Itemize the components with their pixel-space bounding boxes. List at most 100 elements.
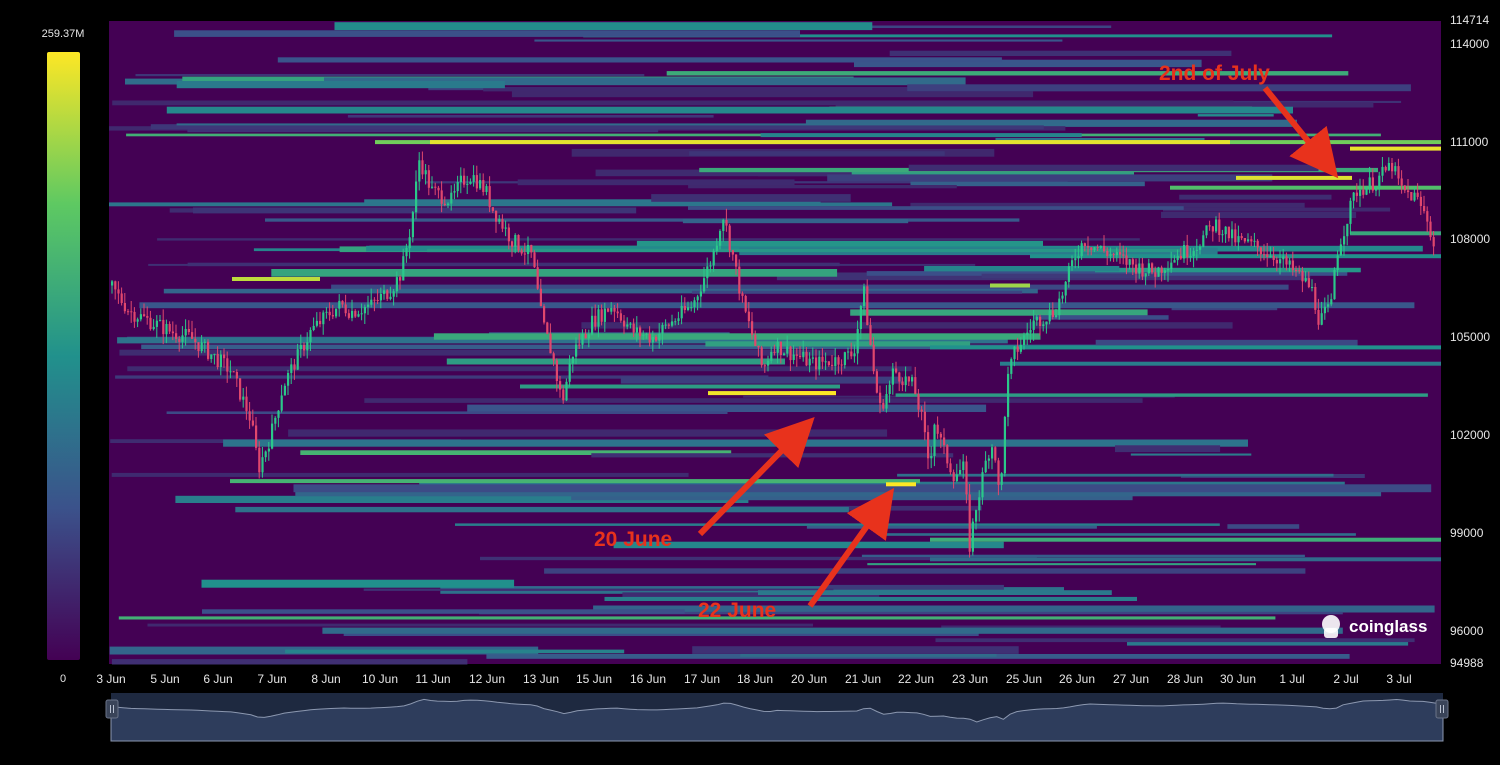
candle-body	[1039, 316, 1042, 326]
y-tick-label: 114714	[1450, 13, 1489, 27]
coinglass-logo: coinglass	[1322, 615, 1427, 638]
y-tick-label: 108000	[1450, 232, 1490, 246]
heatmap-band	[467, 404, 987, 412]
candle-body	[1218, 219, 1221, 235]
candle-body	[920, 409, 923, 412]
candle-body	[856, 329, 859, 354]
candle-body	[843, 352, 846, 366]
candle-body	[229, 371, 232, 373]
x-tick-label: 3 Jun	[96, 672, 125, 686]
candle-body	[242, 396, 245, 400]
candle-body	[418, 160, 421, 182]
candle-body	[203, 341, 206, 343]
candle-body	[635, 327, 638, 333]
x-tick-label: 3 Jul	[1386, 672, 1411, 686]
candle-body	[773, 351, 776, 353]
candle-body	[571, 356, 574, 364]
candle-body	[1231, 229, 1234, 239]
candle-body	[488, 186, 491, 208]
candle-body	[1224, 226, 1227, 235]
candle-body	[984, 460, 987, 473]
candle-body	[853, 353, 856, 357]
x-tick-label: 27 Jun	[1113, 672, 1149, 686]
candle-body	[360, 313, 363, 315]
candle-body	[767, 360, 770, 366]
candle-body	[255, 425, 258, 448]
candle-body	[1122, 254, 1125, 256]
navigator-right-handle[interactable]	[1435, 699, 1449, 719]
candle-body	[200, 342, 203, 352]
x-tick-label: 2 Jul	[1333, 672, 1358, 686]
candle-body	[1189, 256, 1192, 258]
candle-body	[1090, 247, 1093, 250]
x-tick-label: 10 Jun	[362, 672, 398, 686]
candle-body	[968, 494, 971, 552]
x-tick-label: 13 Jun	[523, 672, 559, 686]
heatmap-band	[760, 133, 1082, 138]
candle-body	[703, 278, 706, 292]
navigator-left-handle[interactable]	[105, 699, 119, 719]
heatmap-band	[895, 393, 1428, 397]
color-scale-max-label: 259.37M	[42, 28, 85, 40]
heatmap-band	[851, 169, 1134, 176]
x-tick-label: 17 Jun	[684, 672, 720, 686]
y-tick-label: 102000	[1450, 428, 1490, 442]
heatmap-band	[930, 345, 1441, 350]
candle-body	[443, 203, 446, 205]
candle-body	[498, 219, 501, 222]
x-tick-label: 23 Jun	[952, 672, 988, 686]
heatmap-band	[119, 349, 836, 356]
candle-body	[789, 346, 792, 361]
candle-body	[533, 252, 536, 268]
heatmap-band	[230, 479, 920, 484]
y-tick-label: 111000	[1450, 135, 1489, 149]
heatmap-band	[806, 525, 1097, 529]
candle-body	[335, 308, 338, 317]
heatmap-band	[265, 218, 1020, 222]
candle-body	[1362, 189, 1365, 195]
candle-body	[1125, 255, 1128, 265]
x-tick-label: 1 Jul	[1279, 672, 1304, 686]
candle-body	[741, 293, 744, 296]
candle-body	[699, 291, 702, 297]
candle-body	[1279, 259, 1282, 264]
heatmap-band	[930, 537, 1441, 542]
candle-body	[293, 364, 296, 370]
candle-body	[338, 300, 341, 309]
candle-body	[792, 354, 795, 360]
candle-body	[520, 250, 523, 254]
candle-body	[475, 175, 478, 189]
candle-body	[232, 371, 235, 373]
candle-body	[139, 314, 142, 320]
candle-body	[1176, 255, 1179, 261]
candle-body	[117, 289, 120, 294]
candle-body	[690, 307, 693, 309]
candle-body	[280, 395, 283, 411]
color-scale-bar	[47, 52, 80, 660]
heatmap-band	[636, 240, 1043, 247]
annotations: 2nd of July 20 June 22 June	[594, 62, 1339, 622]
candle-body	[770, 351, 773, 361]
candle-body	[357, 314, 360, 317]
candle-body	[1355, 192, 1358, 196]
candle-body	[725, 220, 728, 226]
candle-body	[1163, 270, 1166, 273]
candle-body	[639, 327, 642, 336]
candle-body	[1208, 225, 1211, 227]
candle-body	[168, 324, 171, 332]
candle-body	[661, 325, 664, 334]
heatmap-band	[150, 124, 1044, 130]
candle-body	[1429, 221, 1432, 238]
candle-body	[562, 389, 565, 401]
candle-body	[1314, 287, 1317, 310]
heatmap-band	[187, 262, 840, 267]
range-navigator[interactable]	[105, 693, 1449, 742]
candle-body	[261, 457, 264, 473]
x-tick-label: 25 Jun	[1006, 672, 1042, 686]
candle-body	[274, 417, 277, 424]
candle-body	[981, 472, 984, 498]
candle-body	[917, 394, 920, 410]
candle-body	[811, 357, 814, 359]
heatmap-band	[135, 74, 645, 77]
candle-body	[1215, 219, 1218, 232]
